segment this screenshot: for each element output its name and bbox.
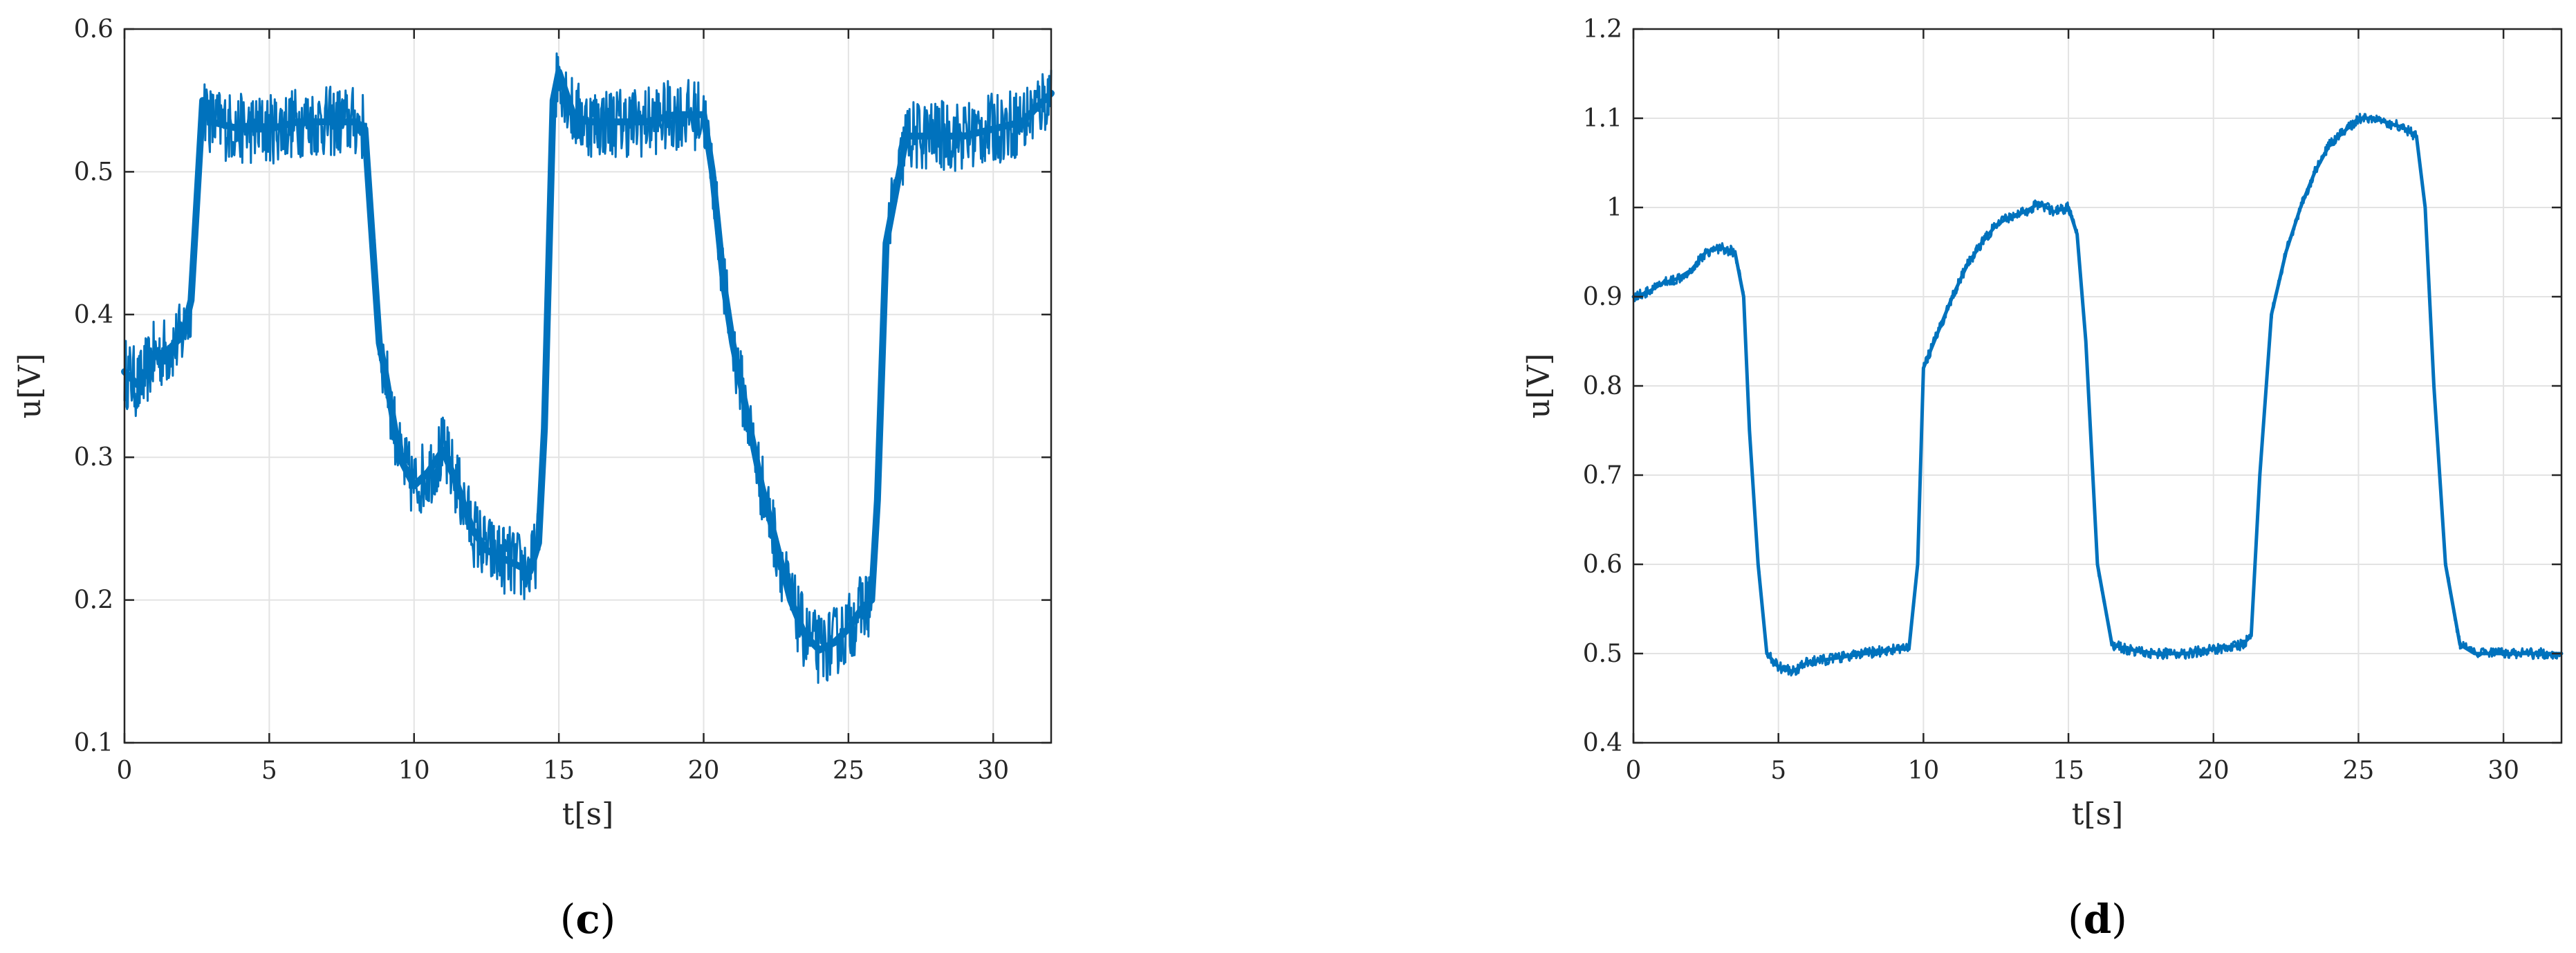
ticks-c: 0 5 10 15 20 25 30 0.1 0.2 0.3 0.4 0.5 0.6 [74, 15, 1051, 785]
caption-letter-c: c [575, 896, 600, 943]
series-d [1631, 113, 2564, 677]
x-tick-label-d-3: 15 [2053, 757, 2084, 785]
y-axis-label-d: u[V] [1521, 353, 1557, 418]
chart-panel-c: 0 5 10 15 20 25 30 0.1 0.2 0.3 0.4 0.5 0.6 t[s] u[V]… [12, 15, 1055, 943]
x-tick-label-c-5: 25 [833, 757, 864, 785]
chart-panel-d: 0 5 10 15 20 25 30 0.4 0.5 0.6 0.7 0.8 0.9 1 1.1 1.2 t[… [1521, 15, 2564, 943]
caption-c: (c) [560, 896, 616, 943]
x-tick-label-d-4: 20 [2198, 757, 2230, 785]
caption-d: (d) [2068, 896, 2127, 943]
series-line-c-0 [121, 68, 1055, 654]
x-tick-label-c-0: 0 [117, 757, 133, 785]
y-tick-label-d-2: 0.6 [1583, 550, 1622, 579]
grid-d [1633, 28, 2561, 743]
y-tick-label-d-6: 1 [1606, 194, 1622, 222]
y-tick-label-c-3: 0.4 [74, 301, 113, 329]
x-tick-label-d-2: 10 [1907, 757, 1939, 785]
x-tick-label-c-2: 10 [398, 757, 430, 785]
x-tick-label-d-6: 30 [2487, 757, 2519, 785]
x-tick-label-c-3: 15 [543, 757, 575, 785]
y-tick-label-d-5: 0.9 [1583, 283, 1622, 311]
y-tick-label-d-4: 0.8 [1583, 372, 1622, 400]
x-tick-label-c-4: 20 [688, 757, 720, 785]
ticks-d: 0 5 10 15 20 25 30 0.4 0.5 0.6 0.7 0.8 0.9 1 1.1 1.2 [1583, 15, 2561, 785]
y-tick-label-c-4: 0.5 [74, 158, 113, 186]
x-tick-label-d-1: 5 [1770, 757, 1786, 785]
y-tick-label-d-8: 1.2 [1583, 15, 1622, 44]
caption-letter-d: d [2084, 896, 2112, 943]
y-tick-label-c-5: 0.6 [74, 15, 113, 44]
y-tick-label-c-2: 0.3 [74, 443, 113, 472]
plot-frame-c [123, 28, 1053, 744]
y-tick-label-d-7: 1.1 [1583, 104, 1622, 133]
y-tick-label-c-1: 0.2 [74, 586, 113, 615]
x-axis-label-c: t[s] [562, 797, 614, 832]
series-noise-c-0 [123, 52, 1053, 684]
y-tick-label-d-3: 0.7 [1583, 461, 1622, 490]
series-c [121, 52, 1055, 684]
y-tick-label-d-1: 0.5 [1583, 640, 1622, 668]
x-tick-label-d-0: 0 [1626, 757, 1642, 785]
y-tick-label-c-0: 0.1 [74, 729, 113, 757]
x-tick-label-c-6: 30 [977, 757, 1009, 785]
x-tick-label-c-1: 5 [261, 757, 277, 785]
y-axis-label-c: u[V] [12, 353, 48, 418]
series-noise-d-0 [1632, 113, 2563, 677]
x-axis-label-d: t[s] [2072, 797, 2124, 832]
series-line-d-0 [1631, 116, 2564, 674]
x-tick-label-d-5: 25 [2343, 757, 2375, 785]
y-tick-label-d-0: 0.4 [1583, 729, 1622, 757]
